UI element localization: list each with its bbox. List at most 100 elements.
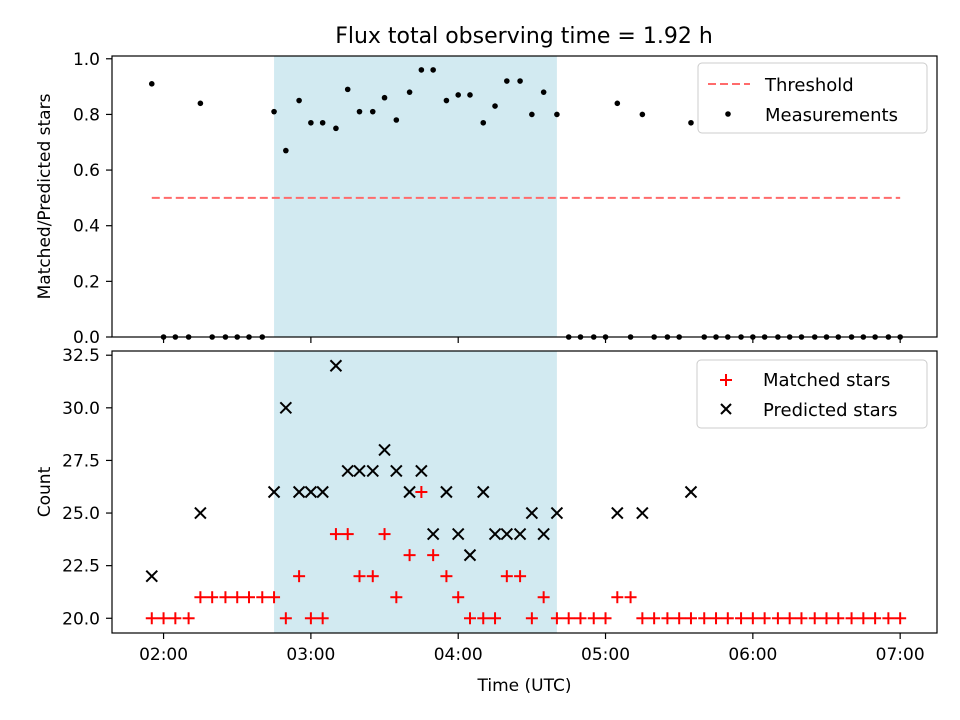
bottom-series0-point-33 [550,612,563,625]
bottom-series1-point-4 [292,485,306,499]
bottom-series0-point-32 [537,591,550,604]
top-series0-point-10 [271,108,277,115]
bottom-series0-point-50 [758,612,771,625]
top-series0-point-16 [344,86,351,93]
top-ytick-label-3: 0.6 [73,161,100,181]
top-axes: 0.0 0.2 0.4 0.6 0.8 1.0 Matched/Predicted star… [35,50,938,348]
top-axes-frame [111,55,938,338]
bottom-series0-point-20 [390,591,403,604]
top-series0-point-17 [356,108,363,115]
bottom-ytick-label-4: 30.0 [62,399,100,419]
top-series0-point-18 [369,108,376,115]
bottom-series1-point-2 [267,485,281,499]
bottom-series0-point-16 [341,528,354,541]
bottom-ylabel: Count [35,466,55,517]
bottom-series1-point-9 [353,464,366,478]
bottom-series0-point-53 [795,612,808,625]
bottom-ytick-label-2: 25.0 [62,504,100,524]
bottom-series0-point-1 [157,612,170,625]
bottom-series1-point-6 [316,485,329,499]
bottom-series0-point-8 [243,591,256,604]
bottom-series0-point-59 [869,612,882,625]
top-series0-point-24 [443,97,450,104]
bottom-series0-point-6 [219,591,232,604]
xtick-label-0: 02:00 [139,645,188,665]
bottom-series1-point-0 [145,569,158,583]
bottom-series0-point-11 [279,612,292,625]
top-series0-point-27 [480,119,487,126]
bottom-series0-point-30 [514,570,527,583]
bottom-series0-point-23 [427,549,440,562]
bottom-series1-point-14 [415,464,428,478]
bottom-series0-point-25 [452,591,465,604]
bottom-ytick-label-0: 20.0 [62,609,100,629]
bottom-series1-point-8 [341,464,354,478]
bottom-series0-point-18 [366,570,379,583]
bottom-series1-point-11 [378,443,391,457]
bottom-series0-point-36 [587,612,600,625]
top-series0-point-23 [430,67,436,73]
bottom-series0-point-35 [574,612,587,625]
bottom-series1-point-13 [403,485,416,499]
bottom-series0-point-45 [698,612,711,625]
xtick-label-2: 04:00 [434,645,483,665]
bottom-series0-point-37 [599,612,612,625]
bottom-series0-point-56 [832,612,845,625]
top-series0-point-20 [393,117,400,123]
top-legend-box [697,62,928,134]
bottom-series1-point-22 [513,527,527,541]
bottom-series0-point-15 [329,528,342,541]
top-shaded-interval [274,56,557,337]
bottom-axes-frame [111,350,938,634]
bottom-series1-point-16 [440,485,453,499]
top-series0-point-25 [455,92,462,98]
xtick-label-5: 07:00 [876,645,925,665]
bottom-series0-point-54 [808,612,821,625]
bottom-series1-point-23 [525,506,539,520]
bottom-series0-point-9 [256,591,269,604]
bottom-series0-point-26 [463,612,476,625]
bottom-series1-point-26 [611,506,624,520]
bottom-series0-point-27 [477,612,490,625]
top-series0-point-0 [148,81,155,87]
bottom-series0-point-57 [845,612,858,625]
bottom-series0-point-7 [231,591,244,604]
bottom-series0-point-24 [440,570,453,583]
figure-title: Flux total observing time = 1.92 h [335,24,713,49]
bottom-series0-point-3 [182,612,195,625]
bottom-series1-point-3 [279,401,293,415]
bottom-series1-point-28 [684,485,698,499]
bottom-series0-point-38 [611,591,624,604]
legend-predicted-swatch [720,403,732,415]
top-ytick-label-1: 0.2 [73,272,100,292]
legend-measurements-swatch [725,111,731,117]
top-series0-point-14 [319,119,326,126]
bottom-series0-point-43 [673,612,686,625]
bottom-series0-point-29 [500,570,513,583]
bottom-axes: 20.0 22.5 25.0 27.5 30.0 32.5 02:00 03:00 04:00 0… [35,346,938,696]
bottom-series0-point-31 [525,612,538,625]
top-ytick-label-2: 0.4 [73,217,100,237]
legend-measurements-label: Measurements [765,105,898,126]
top-ylabel: Matched/Predicted stars [35,93,55,299]
bottom-series0-point-52 [783,612,796,625]
bottom-series0-point-46 [710,612,723,625]
bottom-legend: Matched stars Predicted stars [696,359,928,429]
bottom-series0-point-61 [894,612,907,625]
top-series0-point-30 [517,78,523,84]
top-ytick-label-4: 0.8 [73,105,100,125]
top-series0-point-26 [467,92,473,98]
top-series0-point-15 [333,125,339,132]
xtick-label-3: 05:00 [581,645,630,665]
bottom-legend-box [696,359,928,429]
bottom-series1-point-19 [477,485,490,499]
top-series0-point-13 [308,119,314,126]
bottom-series0-point-14 [316,612,329,625]
top-series0-point-31 [529,111,535,118]
bottom-series0-point-55 [820,612,833,625]
bottom-series0-point-41 [648,612,661,625]
bottom-series0-point-48 [735,612,748,625]
xlabel: Time (UTC) [477,676,572,696]
legend-threshold-label: Threshold [764,75,854,96]
